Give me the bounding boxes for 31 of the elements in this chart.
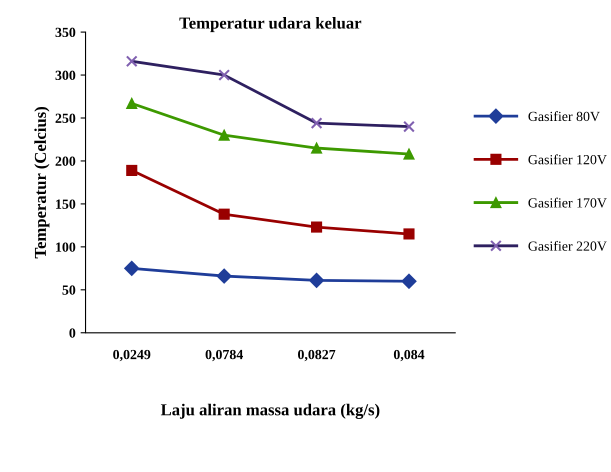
y-tick-label: 300 xyxy=(56,70,76,80)
point xyxy=(126,164,138,176)
legend-label: Gasifier 120V xyxy=(528,154,607,164)
point xyxy=(126,98,138,109)
point xyxy=(124,260,140,276)
point xyxy=(311,222,322,233)
y-tick-label: 150 xyxy=(56,199,76,209)
point xyxy=(401,274,417,289)
legend-label: Gasifier 220V xyxy=(528,240,607,251)
y-tick-label: 50 xyxy=(62,285,76,295)
point xyxy=(403,148,415,160)
legend-label: Gasifier 80V xyxy=(528,111,600,122)
x-tick-label: 0,0827 xyxy=(298,350,336,362)
y-tick-label: 350 xyxy=(56,28,76,38)
x-tick-label: 0,0249 xyxy=(113,350,150,362)
y-tick-label: 250 xyxy=(56,114,76,123)
y-tick-label: 0 xyxy=(69,328,76,338)
y-tick-label: 200 xyxy=(56,156,76,166)
point xyxy=(311,142,322,154)
point xyxy=(309,272,324,288)
point xyxy=(218,130,230,141)
y-axis-title: Temperatur (Celcius) xyxy=(34,107,50,258)
y-tick-label: 100 xyxy=(56,242,76,252)
x-axis-title: Laju aliran massa udara (kg/s) xyxy=(160,404,380,419)
x-tick-label: 0,0784 xyxy=(206,350,243,362)
point xyxy=(218,208,230,220)
x-tick-label: 0,084 xyxy=(394,350,424,362)
point xyxy=(216,268,232,284)
legend-label: Gasifier 170V xyxy=(528,198,607,208)
point xyxy=(403,228,415,240)
chart-title: Temperatur udara keluar xyxy=(179,16,362,32)
